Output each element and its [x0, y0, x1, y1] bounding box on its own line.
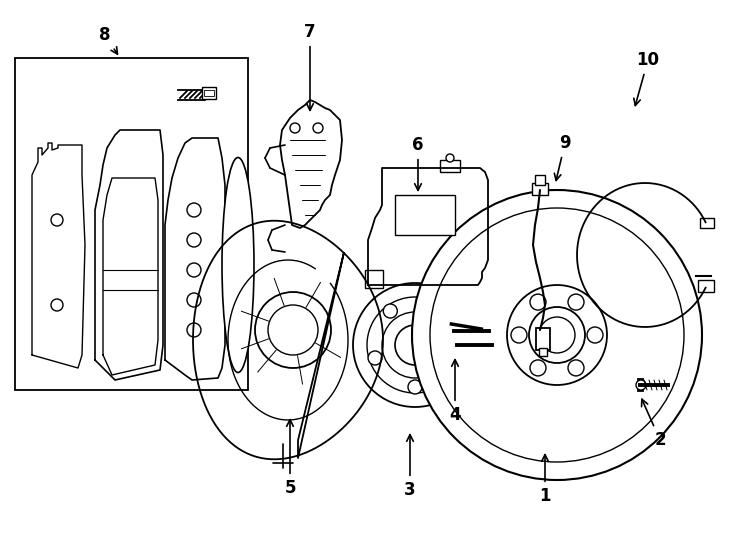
Circle shape	[430, 208, 684, 462]
Circle shape	[568, 360, 584, 376]
Text: 8: 8	[99, 26, 117, 54]
Bar	[638, 379, 643, 391]
Bar	[475, 270, 493, 288]
Bar	[487, 340, 495, 350]
Circle shape	[290, 123, 300, 133]
Circle shape	[636, 380, 646, 390]
Text: 5: 5	[284, 420, 296, 497]
Bar	[535, 175, 545, 185]
Text: 1: 1	[539, 455, 550, 505]
Bar	[700, 218, 713, 228]
Circle shape	[408, 380, 422, 394]
Circle shape	[530, 294, 546, 310]
Circle shape	[368, 351, 382, 365]
Circle shape	[313, 123, 323, 133]
Text: 3: 3	[404, 435, 416, 499]
Circle shape	[231, 311, 239, 319]
Circle shape	[268, 305, 318, 355]
Bar	[532, 183, 548, 195]
Text: 7: 7	[304, 23, 316, 110]
Circle shape	[568, 294, 584, 310]
Bar	[395, 195, 455, 235]
Circle shape	[383, 304, 397, 318]
Circle shape	[587, 327, 603, 343]
Text: 4: 4	[449, 360, 461, 424]
Circle shape	[231, 326, 239, 334]
Circle shape	[255, 292, 331, 368]
Bar	[484, 326, 493, 336]
Bar	[15, 58, 248, 390]
Circle shape	[511, 327, 527, 343]
Circle shape	[367, 297, 463, 393]
Bar	[476, 324, 487, 334]
Circle shape	[51, 299, 63, 311]
Circle shape	[187, 263, 201, 277]
Circle shape	[446, 154, 454, 162]
Text: 9: 9	[554, 134, 571, 180]
Bar	[202, 87, 216, 99]
Text: 10: 10	[634, 51, 660, 105]
Circle shape	[237, 311, 245, 319]
Circle shape	[507, 285, 607, 385]
Ellipse shape	[222, 158, 254, 373]
Text: 6: 6	[413, 136, 424, 191]
Bar	[204, 90, 214, 96]
Circle shape	[187, 323, 201, 337]
Circle shape	[51, 214, 63, 226]
Circle shape	[233, 285, 243, 295]
Circle shape	[187, 203, 201, 217]
Circle shape	[353, 283, 477, 407]
Circle shape	[539, 317, 575, 353]
Circle shape	[432, 304, 447, 318]
Text: 2: 2	[642, 399, 666, 449]
Bar	[440, 160, 460, 172]
Circle shape	[448, 351, 462, 365]
Circle shape	[187, 293, 201, 307]
Circle shape	[395, 325, 435, 365]
Circle shape	[237, 326, 245, 334]
Bar	[536, 328, 550, 350]
Bar	[697, 280, 713, 292]
Circle shape	[382, 312, 448, 378]
Circle shape	[187, 233, 201, 247]
Circle shape	[530, 360, 546, 376]
Bar	[365, 270, 383, 288]
Bar	[539, 348, 547, 356]
Circle shape	[412, 190, 702, 480]
Circle shape	[529, 307, 585, 363]
